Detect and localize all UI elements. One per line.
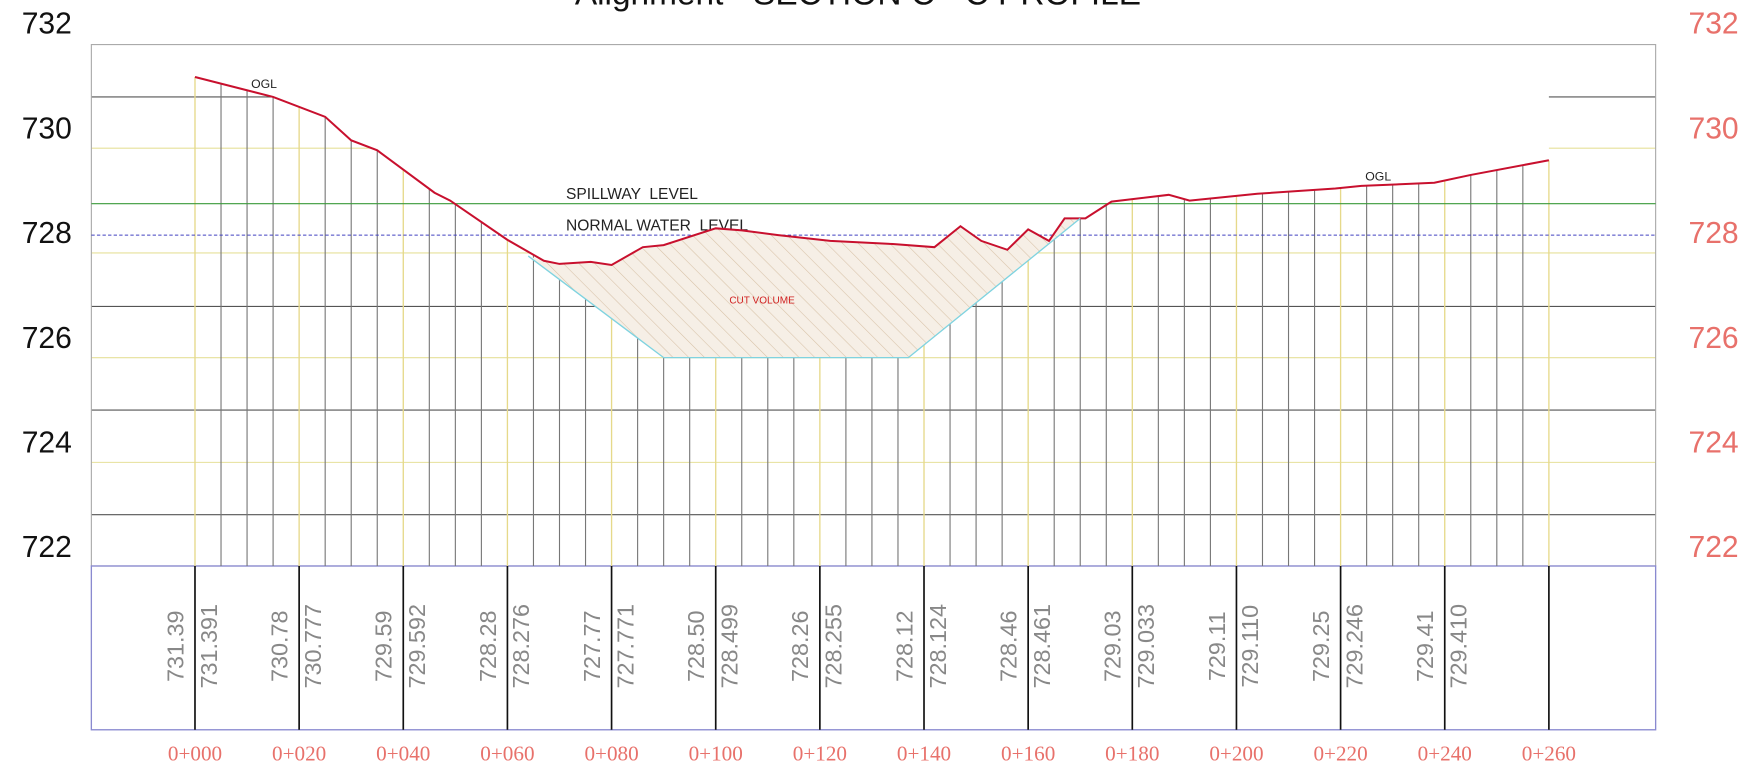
- elevation-label: 729.246: [1341, 604, 1367, 689]
- elevation-label: 728.50: [683, 610, 709, 682]
- elevation-label: 728.255: [821, 604, 847, 689]
- x-tick-label: 0+200: [1209, 741, 1263, 765]
- elevation-label: 729.41: [1412, 610, 1438, 682]
- x-tick-label: 0+220: [1313, 741, 1367, 765]
- elevation-label: 728.461: [1029, 604, 1055, 689]
- y-tick-label: 722: [22, 531, 72, 564]
- series-line: [194, 76, 1550, 267]
- cut-area: [528, 218, 1081, 358]
- x-tick-label: 0+260: [1522, 741, 1576, 765]
- series-label: OGL: [251, 77, 277, 91]
- x-tick-label: 0+000: [168, 741, 222, 765]
- elevation-label: 728.12: [891, 610, 917, 682]
- y-tick-label: 726: [22, 322, 72, 355]
- y2-tick-label: 728: [1688, 217, 1738, 250]
- x-tick-label: 0+120: [793, 741, 847, 765]
- y2-tick-label: 724: [1688, 426, 1738, 459]
- chart-title: Alignment - SECTION C - C PROFILE: [575, 0, 1141, 12]
- elevation-label: 728.46: [996, 610, 1022, 682]
- x-tick-label: 0+080: [584, 741, 638, 765]
- elevation-label: 731.391: [196, 604, 222, 689]
- elevation-label: 729.033: [1133, 604, 1159, 689]
- y-tick-label: 724: [22, 426, 72, 459]
- elevation-label: 728.276: [508, 604, 534, 689]
- annotation: OGL: [1365, 169, 1391, 183]
- elevation-label: 729.410: [1446, 604, 1472, 689]
- elevation-label: 727.77: [579, 610, 605, 682]
- elevation-label: 729.59: [371, 610, 397, 682]
- y2-tick-label: 730: [1688, 112, 1738, 145]
- y-tick-label: 732: [22, 8, 72, 41]
- elevation-label: 731.39: [162, 610, 188, 682]
- elevation-label: 727.771: [612, 604, 638, 689]
- x-tick-label: 0+060: [480, 741, 534, 765]
- y2-tick-label: 726: [1688, 322, 1738, 355]
- elevation-label: 730.777: [300, 604, 326, 689]
- elevation-label: 728.499: [716, 604, 742, 689]
- annotation: CUT VOLUME: [729, 295, 795, 306]
- x-tick-label: 0+140: [897, 741, 951, 765]
- elevation-label: 729.110: [1237, 605, 1263, 688]
- level-label: NORMAL WATER LEVEL: [566, 217, 748, 234]
- x-tick-label: 0+100: [689, 741, 743, 765]
- y-tick-label: 728: [22, 217, 72, 250]
- elevation-label: 728.124: [925, 604, 951, 689]
- x-tick-label: 0+040: [376, 741, 430, 765]
- series-line: [527, 217, 1081, 359]
- y2-tick-label: 722: [1688, 531, 1738, 564]
- elevation-label: 729.25: [1308, 610, 1334, 682]
- elevation-label: 729.03: [1100, 610, 1126, 682]
- table-frame: [90, 565, 1657, 731]
- x-tick-label: 0+020: [272, 741, 326, 765]
- elevation-label: 728.26: [787, 610, 813, 682]
- level-label: SPILLWAY LEVEL: [566, 186, 698, 203]
- x-tick-label: 0+160: [1001, 741, 1055, 765]
- elevation-label: 728.28: [475, 610, 501, 682]
- x-tick-label: 0+180: [1105, 741, 1159, 765]
- x-tick-label: 0+240: [1418, 741, 1472, 765]
- y-tick-label: 730: [22, 112, 72, 145]
- y2-tick-label: 732: [1688, 8, 1738, 41]
- elevation-label: 730.78: [266, 610, 292, 682]
- elevation-label: 729.11: [1204, 611, 1230, 681]
- elevation-label: 729.592: [404, 604, 430, 689]
